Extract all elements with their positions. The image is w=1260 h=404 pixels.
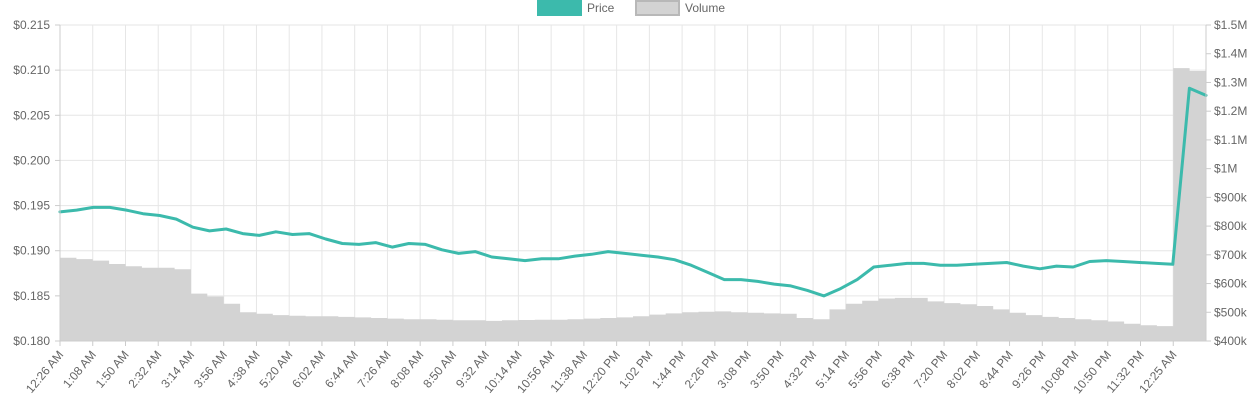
x-tick-label: 8:08 AM [387, 348, 426, 391]
x-tick-label: 6:38 PM [878, 348, 917, 391]
right-tick-label: $1.5M [1214, 18, 1247, 32]
x-tick-label: 5:56 PM [845, 348, 884, 391]
x-tick-label: 8:50 AM [420, 348, 459, 391]
x-tick-label: 2:26 PM [682, 348, 721, 391]
x-tick-label: 2:32 AM [125, 348, 164, 391]
legend-item-volume[interactable]: Volume [635, 0, 725, 16]
x-tick-label: 3:50 PM [747, 348, 786, 391]
left-tick-label: $0.200 [13, 153, 50, 167]
legend-item-price[interactable]: Price [537, 0, 615, 16]
left-tick-label: $0.180 [13, 334, 50, 348]
x-tick-label: 6:02 AM [289, 348, 328, 391]
volume-area [60, 68, 1206, 341]
right-tick-label: $800k [1214, 219, 1248, 233]
x-tick-label: 5:20 AM [256, 348, 295, 391]
right-tick-label: $400k [1214, 334, 1248, 348]
left-tick-label: $0.185 [13, 289, 50, 303]
x-tick-label: 8:44 PM [976, 348, 1015, 391]
x-tick-label: 3:56 AM [191, 348, 230, 391]
x-tick-label: 1:02 PM [616, 348, 655, 391]
left-tick-label: $0.205 [13, 108, 50, 122]
right-tick-label: $1.1M [1214, 133, 1247, 147]
right-tick-label: $700k [1214, 248, 1248, 262]
x-tick-label: 1:44 PM [649, 348, 688, 391]
x-axis: 12:26 AM1:08 AM1:50 AM2:32 AM3:14 AM3:56… [23, 340, 1206, 396]
x-tick-label: 12:26 AM [23, 348, 66, 396]
x-tick-label: 1:50 AM [93, 348, 132, 391]
x-tick-label: 7:20 PM [911, 348, 950, 391]
legend-label: Price [587, 1, 615, 15]
left-tick-label: $0.190 [13, 244, 50, 258]
legend-swatch [537, 0, 582, 16]
x-tick-label: 6:44 AM [322, 348, 361, 391]
left-tick-label: $0.210 [13, 63, 50, 77]
right-tick-label: $1M [1214, 162, 1237, 176]
right-axis: $1.5M $1.4M $1.3M $1.2M $1.1M $1M $900k $800k $7… [1205, 18, 1248, 348]
x-tick-label: 7:26 AM [355, 348, 394, 391]
x-tick-label: 4:38 AM [224, 348, 263, 391]
volume-series [60, 68, 1206, 341]
x-tick-label: 3:08 PM [714, 348, 753, 391]
x-tick-label: 8:02 PM [944, 348, 983, 391]
x-tick-label: 3:14 AM [158, 348, 197, 391]
right-tick-label: $1.2M [1214, 104, 1247, 118]
grid-lines [59, 24, 1207, 342]
price-series [58, 86, 1208, 298]
left-axis: $0.215 $0.210 $0.205 $0.200 $0.195 $0.190 $0.1… [13, 18, 61, 348]
right-tick-label: $600k [1214, 277, 1248, 291]
x-tick-label: 4:32 PM [780, 348, 819, 391]
legend-label: Volume [685, 1, 725, 15]
chart-legend[interactable]: Price Volume [537, 0, 725, 16]
legend-swatch [635, 0, 680, 16]
left-tick-label: $0.195 [13, 199, 50, 213]
x-tick-label: 5:14 PM [813, 348, 852, 391]
right-tick-label: $1.3M [1214, 75, 1247, 89]
x-tick-label: 1:08 AM [60, 348, 99, 391]
right-tick-label: $500k [1214, 305, 1248, 319]
right-tick-label: $900k [1214, 190, 1248, 204]
right-tick-label: $1.4M [1214, 47, 1247, 61]
price-line [58, 86, 1208, 298]
left-tick-label: $0.215 [13, 18, 50, 32]
